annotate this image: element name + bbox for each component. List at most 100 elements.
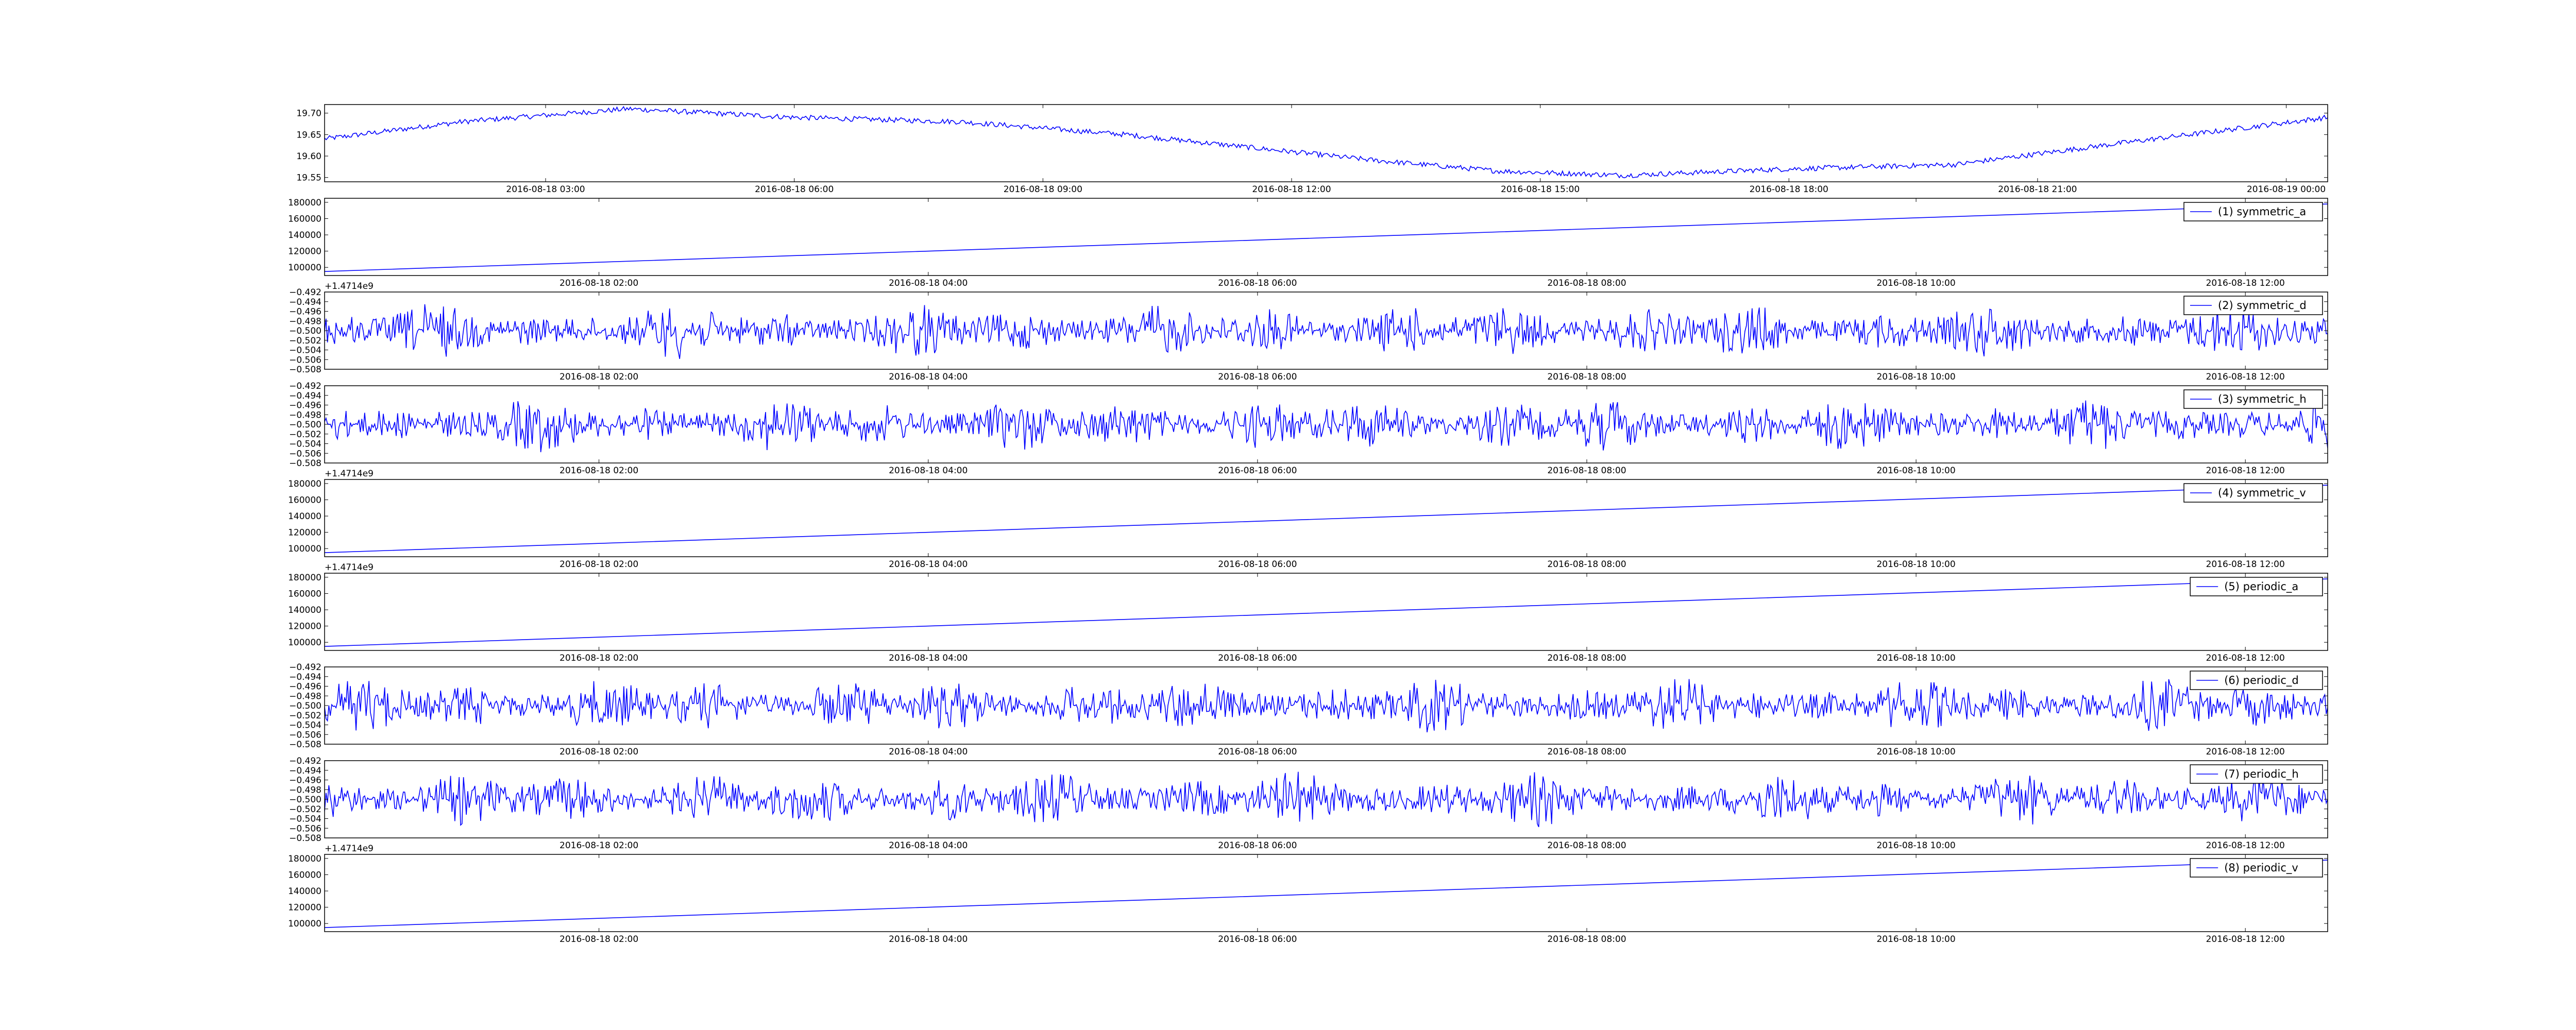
x-offset-label: +1.4714e9 [325, 281, 374, 291]
y-tick-label: −0.494 [289, 297, 321, 307]
x-tick-label: 2016-08-18 10:00 [1876, 466, 1955, 476]
x-offset-label: +1.4714e9 [325, 844, 374, 854]
series-line [325, 860, 2328, 928]
y-tick-label: −0.500 [289, 795, 321, 805]
y-tick-label: −0.504 [289, 346, 321, 356]
legend: (5) periodic_a [2190, 577, 2323, 596]
y-tick-label: 19.60 [296, 151, 321, 162]
y-tick-label: −0.492 [289, 381, 321, 391]
x-offset-label: +1.4714e9 [325, 469, 374, 479]
x-tick-label: 2016-08-18 06:00 [1218, 466, 1297, 476]
y-tick-label: 120000 [288, 903, 321, 913]
x-tick-label: 2016-08-18 04:00 [889, 372, 968, 382]
x-tick-label: 2016-08-18 12:00 [2206, 747, 2285, 757]
y-tick-label: −0.504 [289, 720, 321, 731]
subplot-6: 100000 120000 140000 160000 180000 2016-08-18… [288, 573, 2328, 663]
x-tick-label: 2016-08-18 10:00 [1876, 747, 1955, 757]
legend-label: (2) symmetric_d [2218, 299, 2307, 312]
x-tick-label: 2016-08-18 08:00 [1547, 559, 1626, 570]
x-tick-label: 2016-08-18 02:00 [560, 372, 638, 382]
y-tick-label: 180000 [288, 573, 321, 583]
x-tick-label: 2016-08-18 03:00 [506, 184, 585, 195]
legend-label: (7) periodic_h [2224, 768, 2299, 781]
x-tick-label: 2016-08-18 06:00 [1218, 653, 1297, 663]
subplot-2: 100000 120000 140000 160000 180000 2016-08-18… [288, 198, 2328, 291]
axes-frame [324, 573, 2328, 651]
x-tick-label: 2016-08-18 06:00 [1218, 372, 1297, 382]
y-tick-label: −0.498 [289, 316, 321, 327]
subplot-9: 100000 120000 140000 160000 180000 2016-08-18… [288, 854, 2328, 945]
x-tick-label: 2016-08-18 15:00 [1501, 184, 1580, 195]
y-tick-label: 160000 [288, 870, 321, 880]
y-tick-label: −0.508 [289, 740, 321, 750]
subplot-4: −0.508−0.506−0.504−0.502−0.500−0.498−0.4… [289, 381, 2328, 479]
x-tick-label: 2016-08-18 10:00 [1876, 653, 1955, 663]
legend-label: (6) periodic_d [2224, 674, 2299, 687]
y-tick-label: −0.496 [289, 682, 321, 692]
subplot-7: −0.508−0.506−0.504−0.502−0.500−0.498−0.4… [289, 662, 2328, 757]
axes-frame [324, 104, 2328, 182]
x-tick-label: 2016-08-18 10:00 [1876, 559, 1955, 570]
x-tick-label: 2016-08-18 02:00 [560, 466, 638, 476]
x-tick-label: 2016-08-18 06:00 [1218, 934, 1297, 945]
x-tick-label: 2016-08-18 08:00 [1547, 466, 1626, 476]
x-tick-label: 2016-08-18 06:00 [1218, 559, 1297, 570]
legend-label: (5) periodic_a [2224, 580, 2298, 593]
x-tick-label: 2016-08-18 08:00 [1547, 278, 1626, 288]
x-tick-label: 2016-08-18 18:00 [1750, 184, 1828, 195]
x-tick-label: 2016-08-18 08:00 [1547, 653, 1626, 663]
legend: (4) symmetric_v [2183, 483, 2323, 503]
y-tick-label: −0.492 [289, 662, 321, 673]
x-tick-label: 2016-08-18 04:00 [889, 840, 968, 851]
x-tick-label: 2016-08-18 02:00 [560, 653, 638, 663]
x-tick-label: 2016-08-18 09:00 [1004, 184, 1082, 195]
legend: (6) periodic_d [2190, 671, 2323, 690]
y-tick-label: 180000 [288, 198, 321, 208]
y-tick-label: −0.492 [289, 287, 321, 298]
legend-label: (1) symmetric_a [2218, 205, 2306, 218]
y-tick-label: −0.506 [289, 823, 321, 834]
y-tick-label: 19.55 [296, 173, 321, 183]
series-line [325, 106, 2328, 179]
x-tick-label: 2016-08-18 12:00 [2206, 559, 2285, 570]
series-line [325, 203, 2328, 272]
x-tick-label: 2016-08-18 10:00 [1876, 934, 1955, 945]
x-tick-label: 2016-08-18 06:00 [1218, 840, 1297, 851]
y-tick-label: 100000 [288, 263, 321, 273]
y-tick-label: −0.508 [289, 365, 321, 375]
x-tick-label: 2016-08-18 04:00 [889, 747, 968, 757]
axes-frame [324, 854, 2328, 932]
x-offset-label: +1.4714e9 [325, 562, 374, 573]
x-tick-label: 2016-08-18 12:00 [2206, 278, 2285, 288]
series-line [325, 304, 2328, 359]
y-tick-label: 100000 [288, 919, 321, 929]
x-tick-label: 2016-08-18 21:00 [1998, 184, 2077, 195]
y-tick-label: 140000 [288, 886, 321, 897]
subplot-8: −0.508−0.506−0.504−0.502−0.500−0.498−0.4… [289, 756, 2328, 854]
y-tick-label: −0.506 [289, 449, 321, 459]
y-tick-label: 180000 [288, 479, 321, 489]
x-tick-label: 2016-08-18 12:00 [2206, 934, 2285, 945]
legend: (1) symmetric_a [2183, 202, 2323, 221]
y-tick-label: 120000 [288, 247, 321, 257]
x-tick-label: 2016-08-18 02:00 [560, 934, 638, 945]
x-tick-label: 2016-08-18 04:00 [889, 466, 968, 476]
x-tick-label: 2016-08-18 12:00 [2206, 372, 2285, 382]
y-tick-label: −0.494 [289, 672, 321, 682]
legend-label: (4) symmetric_v [2218, 487, 2306, 500]
y-tick-label: 180000 [288, 854, 321, 864]
series-line [325, 578, 2328, 647]
y-tick-label: −0.498 [289, 691, 321, 701]
x-tick-label: 2016-08-18 08:00 [1547, 372, 1626, 382]
series-line [325, 771, 2328, 828]
y-tick-label: −0.500 [289, 326, 321, 336]
y-tick-label: 160000 [288, 589, 321, 599]
y-tick-label: −0.502 [289, 711, 321, 721]
y-tick-label: 19.65 [296, 130, 321, 140]
x-tick-label: 2016-08-18 04:00 [889, 278, 968, 288]
x-tick-label: 2016-08-18 12:00 [2206, 653, 2285, 663]
y-tick-label: 160000 [288, 495, 321, 505]
y-tick-label: 120000 [288, 622, 321, 632]
